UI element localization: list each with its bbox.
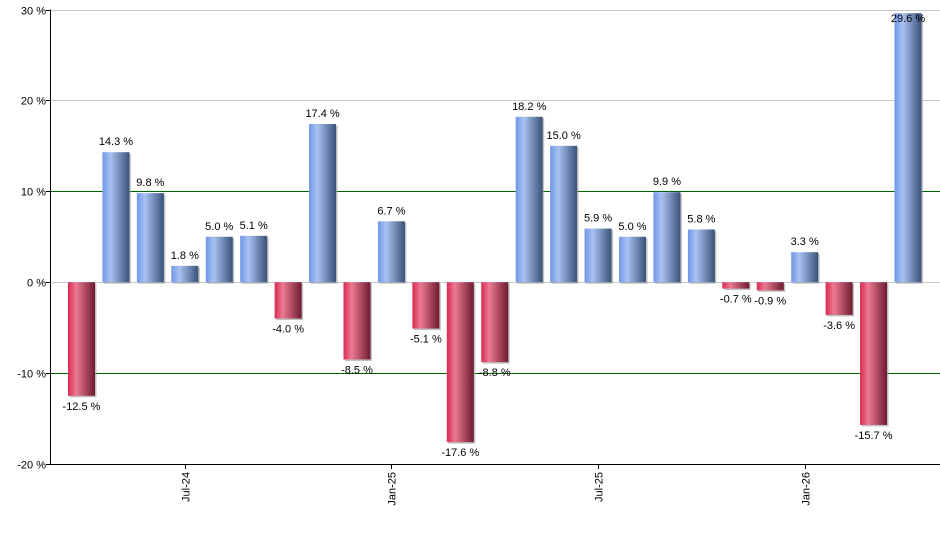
data-label: -5.1 % [410,334,442,346]
data-label: 9.9 % [653,176,681,188]
data-label: 3.3 % [791,236,819,248]
y-tick-label: 10 % [21,187,46,199]
data-label: 5.8 % [687,213,715,225]
bar [309,124,337,283]
bar [377,221,405,283]
bar [550,145,578,283]
y-tick-label: -10 % [17,369,46,381]
x-tick-label: Jul-24 [181,472,193,502]
data-label: -15.7 % [855,430,893,442]
bar [446,282,474,443]
data-label: -3.6 % [823,320,855,332]
data-label: 5.9 % [584,213,612,225]
bar [343,282,371,360]
bar [240,235,268,283]
y-tick-label: 20 % [21,96,46,108]
bar [791,252,819,283]
x-tick-label: Jul-25 [594,472,606,502]
data-label: -4.0 % [272,324,304,336]
data-label: 29.6 % [891,13,925,25]
data-label: 18.2 % [512,101,546,113]
bar [619,236,646,283]
data-label: 5.0 % [205,221,233,233]
data-label: 14.3 % [99,136,133,148]
bar [584,228,612,283]
data-label: -8.5 % [341,364,373,376]
data-label: 1.8 % [171,250,199,262]
data-label: -17.6 % [441,447,479,459]
data-label: -12.5 % [63,401,101,413]
y-tick-label: 30 % [21,6,46,18]
bar [722,282,750,289]
bar [274,282,302,319]
bar [687,229,715,283]
data-label: -0.7 % [720,294,752,306]
bar [171,265,199,283]
bar [68,282,95,396]
bar [860,282,888,425]
bar [825,282,853,315]
x-tick-label: Jan-26 [801,472,813,506]
data-label: -8.8 % [479,367,511,379]
bar [102,152,130,283]
data-label: 15.0 % [547,130,581,142]
data-label: 5.0 % [618,221,646,233]
data-label: 6.7 % [377,205,405,217]
bar [136,193,164,283]
data-label: 5.1 % [240,220,268,232]
bar [653,192,681,283]
bar [756,282,784,291]
y-tick-label: -20 % [17,460,46,472]
bar [412,282,440,329]
data-label: 17.4 % [305,108,339,120]
bar [894,13,922,283]
x-tick-label: Jan-25 [387,472,399,506]
bar [515,116,543,283]
bar [481,282,509,363]
y-tick-label: 0 % [27,278,46,290]
bar [205,236,233,283]
data-label: 9.8 % [136,177,164,189]
data-label: -0.9 % [754,295,786,307]
